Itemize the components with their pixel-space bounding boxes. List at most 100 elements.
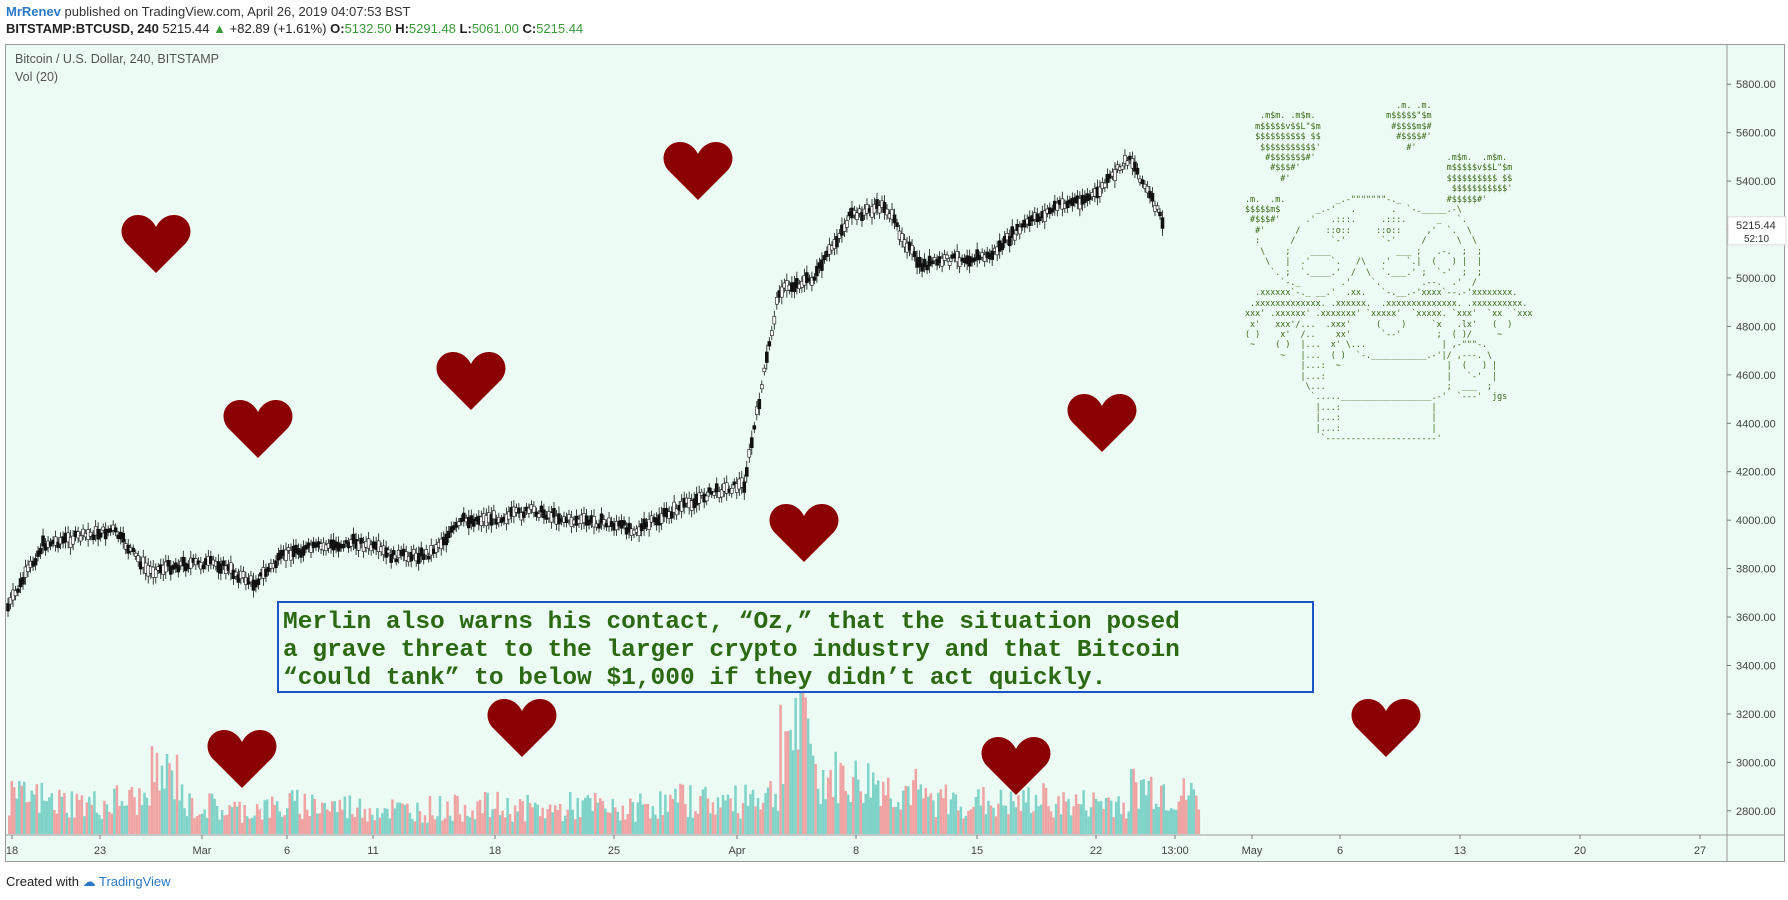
volume-bar xyxy=(914,768,918,834)
volume-bar xyxy=(573,819,577,834)
volume-bar xyxy=(386,808,389,834)
candle-body xyxy=(1000,243,1005,250)
volume-bar xyxy=(1049,811,1053,834)
volume-bar xyxy=(661,814,665,834)
volume-bar xyxy=(153,782,156,834)
candle-body xyxy=(113,527,118,533)
x-tick-label: 18 xyxy=(489,845,501,857)
volume-bar xyxy=(586,795,589,834)
candle-body xyxy=(1037,216,1042,222)
volume-bar xyxy=(233,801,236,834)
candle-body xyxy=(552,508,556,518)
volume-bar xyxy=(1067,798,1070,834)
volume-bar xyxy=(664,794,667,834)
volume-bar xyxy=(804,697,807,834)
volume-bar xyxy=(95,812,99,834)
candle-body xyxy=(168,565,173,575)
volume-bar xyxy=(103,800,106,834)
volume-bar xyxy=(621,805,625,834)
volume-bar xyxy=(1180,795,1183,834)
volume-bar xyxy=(836,803,840,834)
volume-bar xyxy=(583,797,587,834)
candle-body xyxy=(917,256,922,268)
volume-bar xyxy=(213,798,216,834)
volume-bar xyxy=(934,817,938,834)
volume-bar xyxy=(1039,804,1043,834)
volume-bar xyxy=(576,798,579,834)
candle-body xyxy=(757,399,762,410)
candle-body xyxy=(752,425,757,430)
candle-body xyxy=(1120,165,1125,170)
volume-bar xyxy=(338,799,342,834)
price-change: +82.89 (+1.61%) xyxy=(229,21,327,36)
tradingview-brand[interactable]: TradingView xyxy=(99,874,171,889)
volume-bar xyxy=(899,809,903,834)
chart-area[interactable] xyxy=(5,44,1785,862)
volume-bar xyxy=(218,819,221,834)
volume-bar xyxy=(794,697,797,834)
candle-body xyxy=(133,552,138,557)
volume-bar xyxy=(50,793,54,834)
volume-bar xyxy=(566,809,569,834)
volume-bar xyxy=(1019,810,1023,834)
volume-bar xyxy=(1094,798,1098,834)
volume-bar xyxy=(1119,814,1123,834)
volume-bar xyxy=(1059,814,1063,834)
volume-bar xyxy=(834,751,837,834)
volume-bar xyxy=(295,789,299,834)
volume-bar xyxy=(228,805,231,834)
volume-bar xyxy=(563,815,567,834)
volume-bar xyxy=(383,808,387,834)
volume-bar xyxy=(756,798,760,834)
volume-bar xyxy=(1014,807,1018,834)
volume-bar xyxy=(774,793,777,834)
candle-body xyxy=(882,202,887,214)
volume-bar xyxy=(674,788,677,834)
volume-bar xyxy=(110,813,114,834)
volume-bar xyxy=(814,764,817,834)
candle-body xyxy=(940,258,944,267)
volume-bar xyxy=(311,794,314,834)
volume-bar xyxy=(1177,801,1181,834)
candle-body xyxy=(1155,205,1160,210)
volume-bar xyxy=(604,808,607,834)
volume-bar xyxy=(135,814,139,834)
volume-bar xyxy=(541,807,544,834)
x-tick-label: 11 xyxy=(367,845,378,857)
volume-bar xyxy=(641,804,645,834)
volume-bar xyxy=(523,821,527,834)
candle-body xyxy=(1012,233,1017,241)
volume-bar xyxy=(1190,782,1193,834)
volume-bar xyxy=(1062,792,1065,834)
volume-bar xyxy=(746,805,750,834)
candle-body xyxy=(391,550,396,556)
volume-bar xyxy=(714,814,717,834)
candle-body xyxy=(957,257,962,267)
candle-body xyxy=(38,547,43,555)
candle-body xyxy=(136,555,141,563)
volume-bar xyxy=(185,816,189,834)
volume-bar xyxy=(265,799,269,834)
volume-bar xyxy=(358,798,362,834)
volume-bar xyxy=(263,800,266,834)
volume-bar xyxy=(443,818,447,834)
candle-body xyxy=(456,521,461,526)
volume-bar xyxy=(784,731,787,834)
volume-bar xyxy=(421,822,424,834)
heart-5-icon xyxy=(768,502,840,569)
volume-bar xyxy=(994,816,998,834)
volume-bar xyxy=(418,810,422,834)
volume-bar xyxy=(1044,787,1048,834)
volume-bar xyxy=(78,799,81,834)
volume-bar xyxy=(105,804,109,834)
volume-bar xyxy=(40,782,44,834)
candle-body xyxy=(760,384,764,390)
volume-bar xyxy=(1144,795,1148,834)
volume-bar xyxy=(744,784,747,834)
heart-2-icon xyxy=(222,398,294,465)
heart-3-icon xyxy=(435,350,507,417)
volume-bar xyxy=(701,789,705,834)
author-name[interactable]: MrRenev xyxy=(6,4,61,19)
candle-body xyxy=(426,555,431,560)
candle-body xyxy=(719,489,724,498)
